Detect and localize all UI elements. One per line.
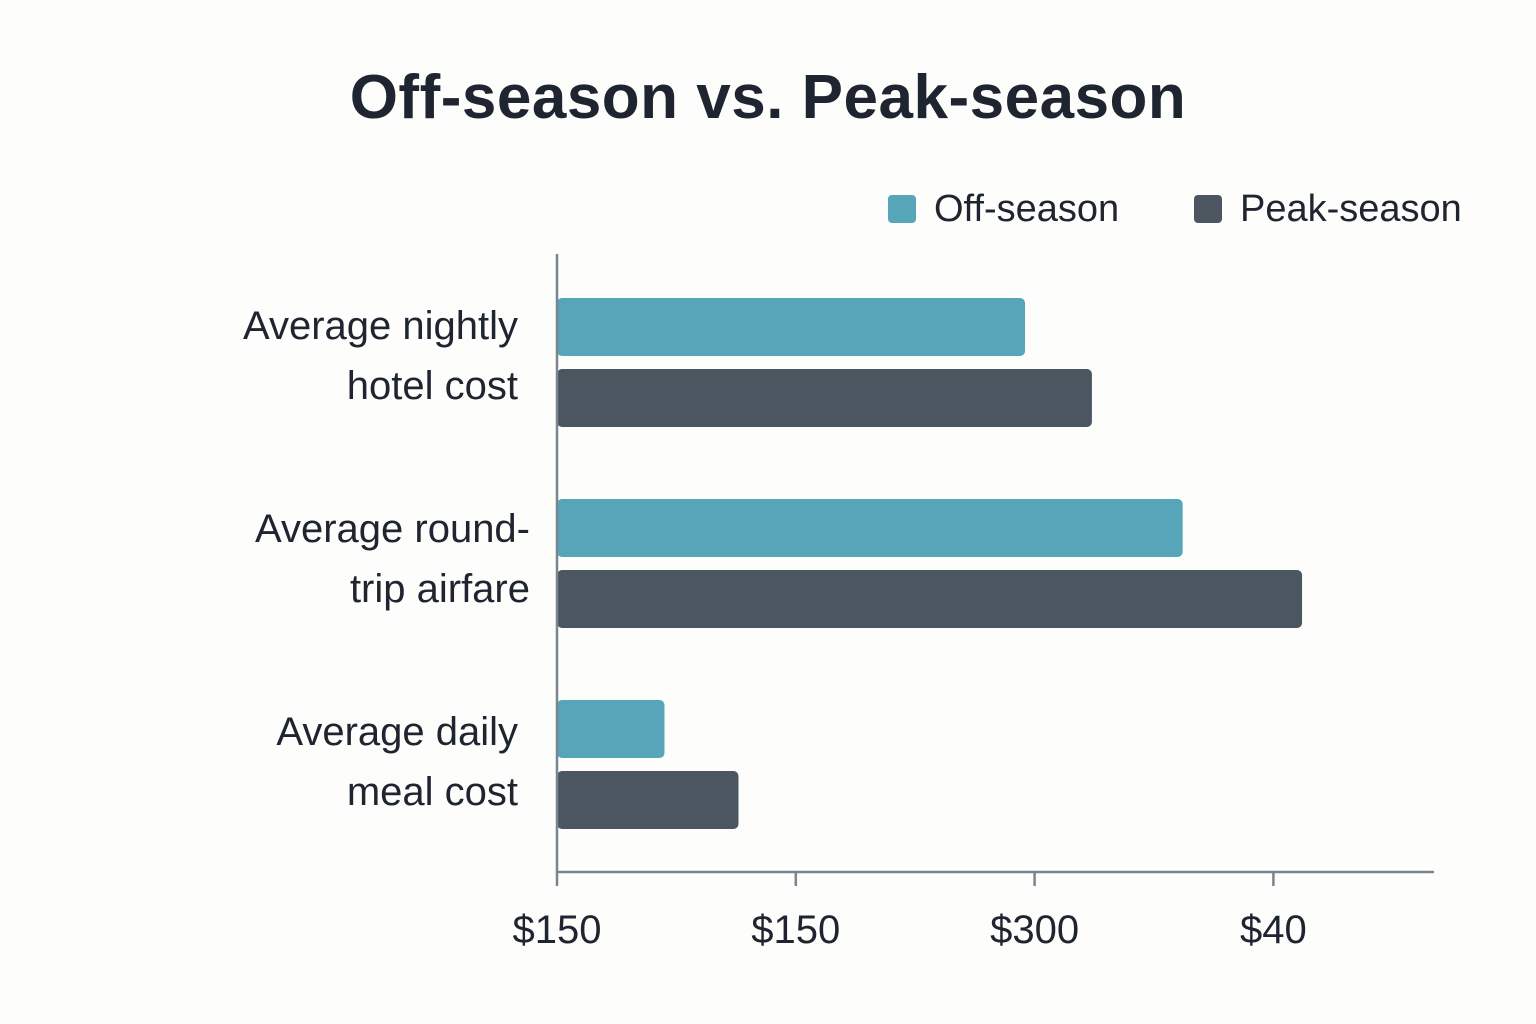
legend-label-peak-season: Peak-season: [1240, 187, 1462, 230]
legend-swatch-off-season: [888, 195, 916, 223]
x-tick-label-2: $300: [990, 908, 1079, 952]
bar-peak-season-1: [557, 570, 1303, 628]
category-label-meal: Average daily meal cost: [276, 710, 518, 814]
bar-off-season-0: [557, 298, 1026, 356]
x-tick-label-3: $40: [1240, 908, 1307, 952]
category-label-airfare: Average round- trip airfare: [255, 507, 530, 611]
legend-label-off-season: Off-season: [934, 187, 1120, 230]
x-tick-label-0: $150: [513, 908, 602, 952]
legend-swatch-peak-season: [1194, 195, 1222, 223]
category-label-hotel: Average nightly hotel cost: [243, 304, 518, 408]
bar-peak-season-2: [557, 771, 739, 829]
legend-item-off-season: Off-season: [888, 186, 1119, 232]
chart-title: Off-season vs. Peak-season: [349, 63, 1187, 132]
bar-off-season-1: [557, 499, 1183, 557]
x-tick-label-1: $150: [751, 908, 840, 952]
bar-off-season-2: [557, 700, 665, 758]
legend-item-peak-season: Peak-season: [1194, 186, 1462, 232]
bar-peak-season-0: [557, 369, 1092, 427]
